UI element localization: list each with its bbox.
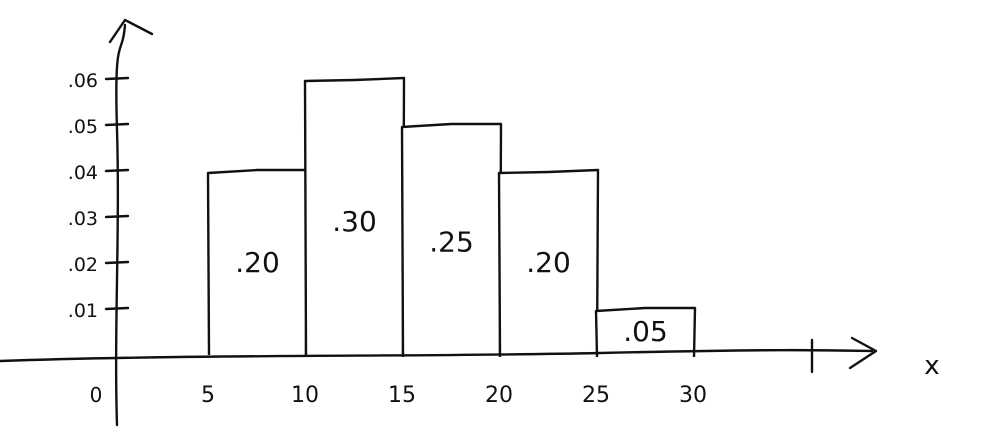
x-axis-line — [0, 348, 874, 363]
bar-value-label: .30 — [332, 205, 377, 238]
histogram-bar-20-25 — [497, 168, 600, 358]
x-axis-arrow-icon — [848, 336, 878, 370]
y-tick-.05 — [104, 122, 130, 127]
bar-value-label: .05 — [623, 315, 668, 348]
y-tick-label: .04 — [68, 162, 98, 184]
bar-value-label: .20 — [235, 246, 280, 279]
x-tick-label: 20 — [485, 383, 513, 408]
y-tick-label: .05 — [68, 116, 98, 138]
x-tick-label: 30 — [679, 383, 707, 408]
y-tick-.02 — [104, 260, 130, 265]
bar-value-label: .20 — [526, 246, 571, 279]
y-tick-.03 — [104, 214, 130, 219]
y-axis-line — [114, 23, 127, 427]
y-tick-label: .06 — [68, 70, 98, 92]
bar-value-label: .25 — [429, 226, 474, 259]
y-tick-.01 — [104, 306, 130, 311]
y-axis-arrow-icon — [108, 18, 154, 44]
origin-label: 0 — [90, 383, 103, 407]
histogram-bar-25-30 — [594, 306, 697, 358]
x-tick-label: 5 — [201, 383, 215, 408]
y-tick-label: .03 — [68, 208, 98, 230]
x-tick-label: 25 — [582, 383, 610, 408]
x-tick-label: 15 — [388, 383, 416, 408]
x-tick-label: 10 — [291, 383, 319, 408]
y-tick-.06 — [104, 76, 130, 81]
y-tick-label: .02 — [68, 254, 98, 276]
x-axis-title: x — [924, 351, 939, 381]
y-tick-label: .01 — [68, 300, 98, 322]
y-tick-.04 — [104, 168, 130, 173]
